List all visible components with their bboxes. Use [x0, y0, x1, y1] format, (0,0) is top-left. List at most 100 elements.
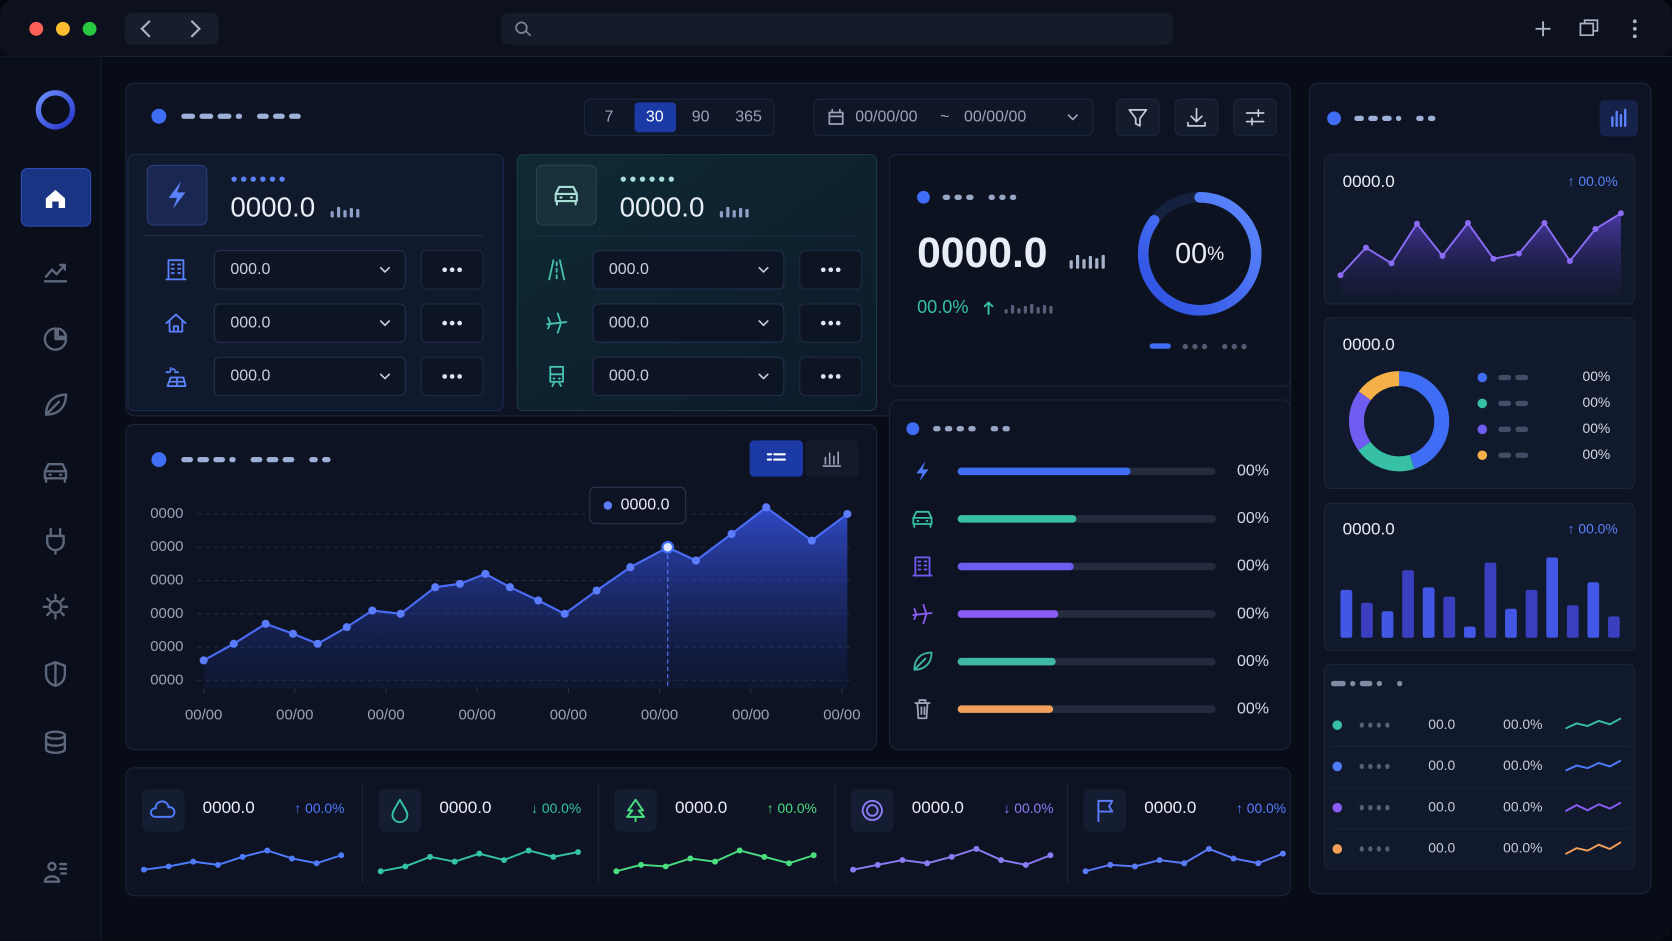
point	[214, 861, 221, 868]
point	[261, 619, 270, 628]
placeholder	[1498, 426, 1512, 432]
line	[203, 506, 849, 662]
point	[1541, 219, 1548, 226]
view-toggle-active[interactable]	[749, 440, 803, 477]
point	[948, 853, 955, 860]
icon	[165, 259, 187, 281]
point	[1490, 255, 1497, 262]
icon-button[interactable]	[1599, 100, 1638, 137]
point	[165, 863, 172, 870]
card-value: 0000.0	[1343, 172, 1395, 191]
gauge-fill	[1137, 191, 1262, 316]
icon	[766, 453, 786, 461]
bar	[1340, 589, 1353, 638]
placeholder	[269, 176, 276, 182]
point	[501, 857, 507, 864]
icon	[457, 267, 462, 273]
point	[288, 855, 295, 862]
icon	[983, 301, 994, 315]
point	[451, 858, 458, 865]
placeholder	[1385, 846, 1390, 852]
list-change: 00.0%	[1503, 757, 1542, 773]
icon	[165, 367, 187, 387]
point	[1515, 250, 1522, 257]
placeholder	[1385, 722, 1390, 728]
range-active[interactable]	[634, 102, 677, 133]
point	[313, 860, 320, 867]
metric-value: 0000.0	[912, 798, 964, 817]
nav-buttons[interactable]	[124, 12, 219, 45]
placeholder	[197, 456, 210, 463]
icon	[1067, 114, 1078, 121]
dropdown[interactable]	[213, 303, 406, 343]
placeholder	[1395, 115, 1402, 122]
window-button[interactable]	[82, 21, 97, 36]
window-button[interactable]	[29, 21, 44, 36]
dropdown-value: 000.0	[609, 368, 649, 385]
placeholder	[1368, 722, 1373, 728]
point	[368, 606, 377, 615]
decor-bar	[1095, 258, 1099, 269]
icon	[46, 527, 65, 555]
metric-change: ↑ 00.0%	[294, 800, 344, 816]
date-picker[interactable]	[813, 98, 1094, 136]
bar	[1505, 608, 1517, 638]
icon	[515, 21, 531, 37]
decor-bar	[726, 206, 730, 218]
decor-bar	[1004, 309, 1008, 314]
window-button[interactable]	[55, 21, 70, 36]
placeholder	[1359, 680, 1373, 687]
range-option: 365	[735, 109, 762, 126]
summary-value: 0000.0	[917, 229, 1047, 277]
point	[687, 855, 694, 862]
placeholder	[1515, 452, 1529, 458]
icon	[42, 593, 69, 620]
placeholder	[250, 456, 263, 463]
icon	[1535, 21, 1551, 37]
point	[338, 852, 345, 859]
list-value: 00.0	[1428, 757, 1455, 773]
dropdown[interactable]	[592, 250, 785, 290]
list-change: 00.0%	[1503, 798, 1542, 814]
legend-dot	[1332, 720, 1343, 730]
view-toggle[interactable]	[805, 440, 859, 477]
bar	[1381, 611, 1394, 638]
point	[534, 596, 543, 605]
dot	[917, 190, 930, 204]
tool-button[interactable]	[1233, 98, 1278, 136]
icon	[1128, 108, 1148, 127]
decor-bar	[1036, 307, 1040, 314]
placeholder	[1149, 343, 1171, 349]
bar	[1361, 602, 1373, 638]
placeholder	[1376, 680, 1383, 687]
bar	[1587, 582, 1600, 638]
point	[377, 868, 384, 875]
placeholder	[1498, 374, 1512, 381]
icon	[546, 312, 568, 334]
decor-bar	[336, 206, 341, 218]
dropdown-value: 000.0	[609, 314, 649, 331]
range-selector	[583, 98, 775, 136]
legend-dot	[1332, 844, 1343, 854]
placeholder	[266, 456, 279, 463]
dropdown[interactable]	[592, 356, 785, 397]
search-bar[interactable]	[501, 12, 1174, 45]
point	[613, 868, 620, 875]
tool-button[interactable]	[1115, 98, 1160, 136]
sparkline	[1339, 212, 1622, 276]
point	[850, 866, 857, 873]
point	[662, 863, 669, 870]
dropdown[interactable]	[592, 303, 785, 343]
icon	[1632, 34, 1637, 39]
point	[481, 569, 490, 578]
dropdown[interactable]	[213, 250, 406, 290]
legend-label: 00%	[1583, 420, 1611, 436]
placeholder	[217, 113, 232, 119]
decor-bar	[1088, 255, 1092, 269]
placeholder	[282, 456, 295, 463]
point	[1131, 863, 1138, 870]
x-tick-label: 00/00	[459, 706, 496, 723]
dropdown[interactable]	[213, 356, 406, 397]
logo	[35, 90, 76, 130]
